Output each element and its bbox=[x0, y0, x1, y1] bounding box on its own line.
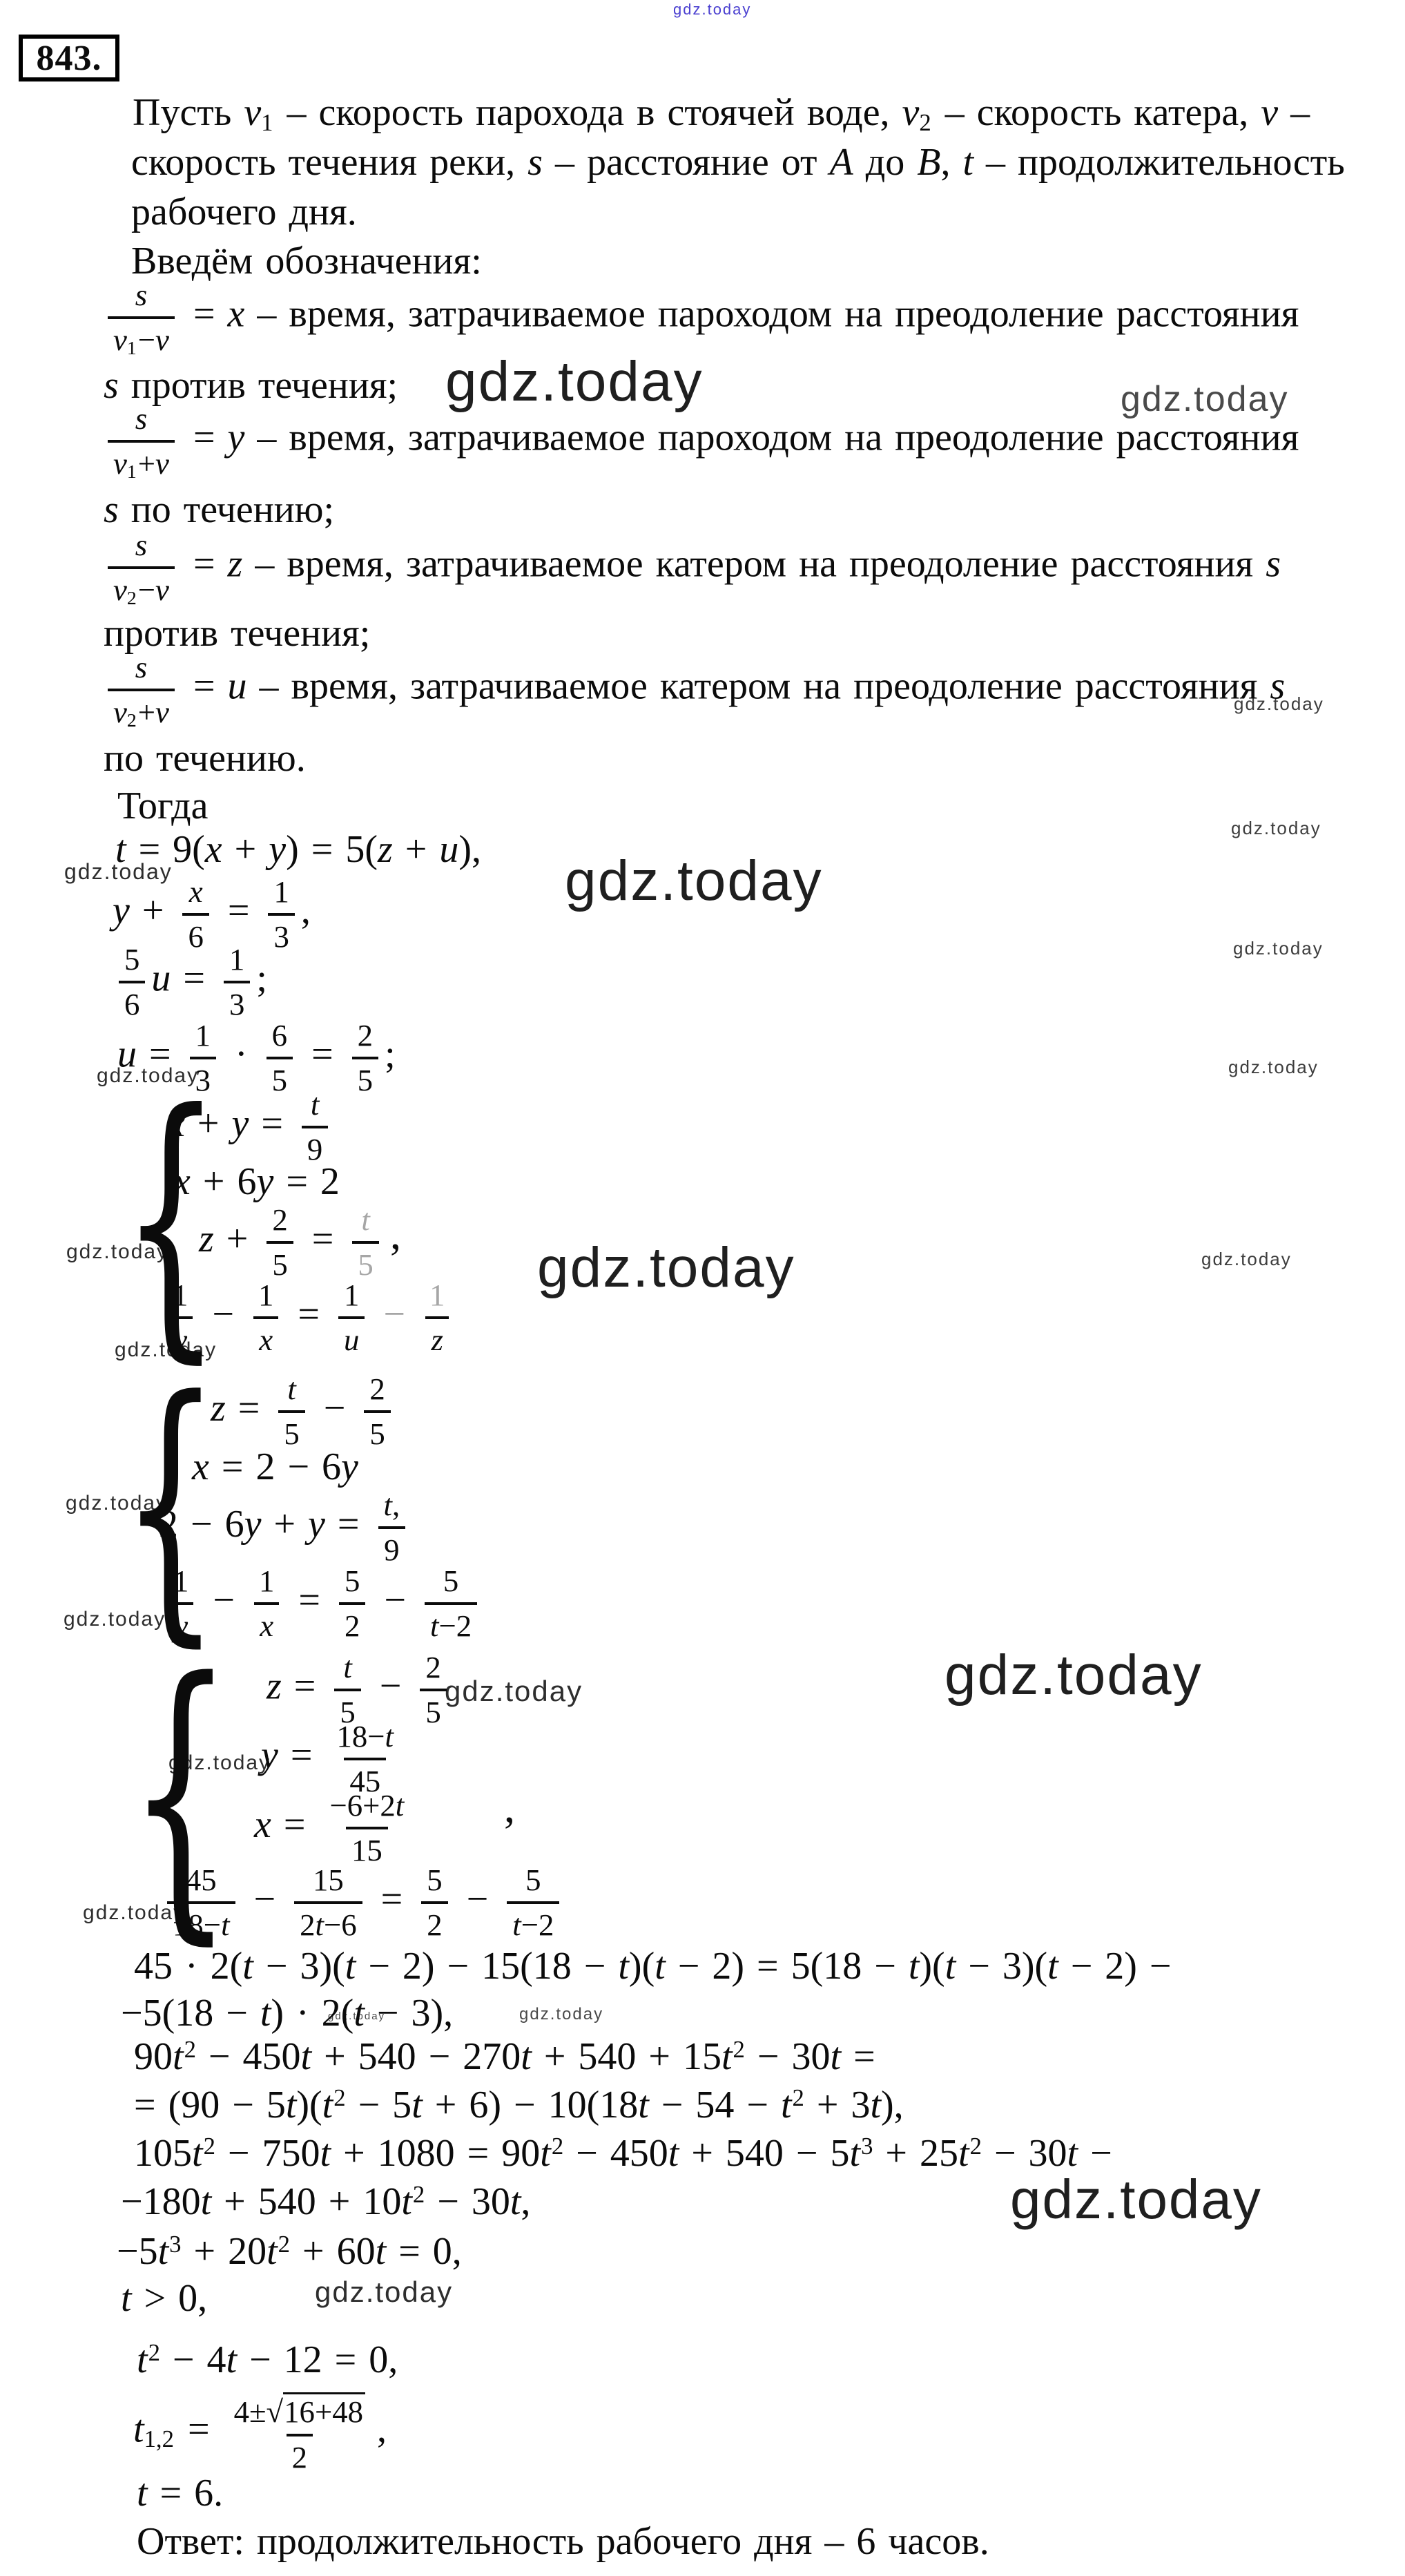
watermark-text: gdz.today bbox=[66, 1240, 169, 1263]
intro-line-1: Пусть v1 – скорость парохода в стоячей в… bbox=[133, 91, 1310, 136]
answer-line: Ответ: продолжительность рабочего дня – … bbox=[137, 2520, 989, 2563]
intro-line-4: Введём обозначения: bbox=[131, 240, 482, 282]
watermark-text: gdz.today bbox=[64, 1608, 166, 1631]
watermark-text: gdz.today bbox=[1231, 818, 1321, 838]
system-3-row-2: y = 18−t 45 bbox=[261, 1719, 394, 1798]
watermark-text: gdz.today bbox=[445, 350, 704, 413]
watermark-text: gdz.today bbox=[1228, 1057, 1319, 1077]
watermark-text: gdz.today bbox=[315, 2276, 454, 2308]
watermark-text: gdz.today bbox=[97, 1064, 200, 1087]
expand-line-4: = (90 − 5t)(t2 − 5t + 6) − 10(18t − 54 −… bbox=[134, 2084, 904, 2126]
watermark-text: gdz.today bbox=[64, 859, 173, 884]
definition-y: s v1+v = y – время, затрачиваемое пароход… bbox=[101, 402, 1299, 481]
system-2-row-3: 2 − 6y + y = t, 9 bbox=[159, 1488, 483, 1566]
definition-u-cont: по течению. bbox=[104, 737, 306, 780]
expand-line-3: 90t2 − 450t + 540 − 270t + 540 + 15t2 − … bbox=[134, 2035, 875, 2078]
t-positive: t > 0, bbox=[121, 2277, 208, 2320]
watermark-text: gdz.today bbox=[83, 1901, 186, 1924]
watermark-text: gdz.today bbox=[168, 1751, 271, 1774]
definition-x: s v1−v = x – время, затрачиваемое пароход… bbox=[101, 278, 1299, 358]
watermark-text: gdz.today bbox=[1010, 2169, 1262, 2230]
definition-u: s v2+v = u – время, затрачиваемое катером… bbox=[101, 651, 1285, 730]
definition-z-cont: против течения; bbox=[104, 612, 371, 655]
t-value: t = 6. bbox=[137, 2472, 224, 2515]
expand-line-1: 45 · 2(t − 3)(t − 2) − 15(18 − t)(t − 2)… bbox=[134, 1945, 1172, 1988]
problem-number: 843. bbox=[36, 38, 102, 78]
watermark-text: gdz.today bbox=[445, 1675, 583, 1707]
watermark-text: gdz.today bbox=[66, 1492, 168, 1515]
system-1-row-2: x + 6y = 2 bbox=[173, 1160, 340, 1203]
system-1-brace: { bbox=[121, 1053, 222, 1387]
problem-number-box: 843. bbox=[19, 35, 119, 81]
watermark-text: gdz.today bbox=[673, 1, 752, 18]
system-3-brace: { bbox=[128, 1618, 233, 1970]
system-3-row-3: x = −6+2t 15 bbox=[254, 1788, 405, 1868]
watermark-text: gdz.today bbox=[519, 2005, 604, 2024]
expand-line-6: −180t + 540 + 10t2 − 30t, bbox=[121, 2180, 531, 2223]
definition-x-cont: s против течения; bbox=[104, 364, 398, 407]
equation-t-9xy-5zu: t = 9(x + y) = 5(z + u), bbox=[115, 828, 482, 871]
intro-line-2: скорость течения реки, s – расстояние от… bbox=[131, 141, 1345, 184]
watermark-text: gdz.today bbox=[944, 1644, 1203, 1707]
watermark-text: gdz.today bbox=[537, 1236, 795, 1299]
definition-y-cont: s по течению; bbox=[104, 488, 335, 531]
definition-z: s v2−v = z – время, затрачиваемое катером… bbox=[101, 528, 1281, 608]
roots-formula: t1,2 = 4±√16+48 2, bbox=[133, 2391, 387, 2474]
system-1-comma: , bbox=[390, 1209, 401, 1258]
watermark-text: gdz.today bbox=[1121, 379, 1289, 419]
system-2-row-2: x = 2 − 6y bbox=[192, 1445, 358, 1488]
quadratic-equation: t2 − 4t − 12 = 0, bbox=[137, 2338, 398, 2381]
watermark-text: gdz.today bbox=[115, 1338, 217, 1361]
system-2-brace: { bbox=[121, 1340, 220, 1671]
watermark-text: gdz.today bbox=[1233, 938, 1324, 959]
expand-line-5: 105t2 − 750t + 1080 = 90t2 − 450t + 540 … bbox=[134, 2132, 1112, 2175]
intro-line-3: рабочего дня. bbox=[131, 191, 357, 233]
cubic-equation: −5t3 + 20t2 + 60t = 0, bbox=[117, 2230, 462, 2273]
expand-line-2: −5(18 − t) · 2(t − 3), bbox=[121, 1992, 454, 2035]
system-3-comma: , bbox=[504, 1782, 515, 1832]
watermark-text: gdz.today bbox=[1201, 1249, 1292, 1269]
togda-label: Тогда bbox=[117, 785, 209, 827]
watermark-text: gdz.today bbox=[328, 2010, 386, 2022]
watermark-text: gdz.today bbox=[1234, 693, 1324, 714]
watermark-text: gdz.today bbox=[565, 849, 823, 912]
